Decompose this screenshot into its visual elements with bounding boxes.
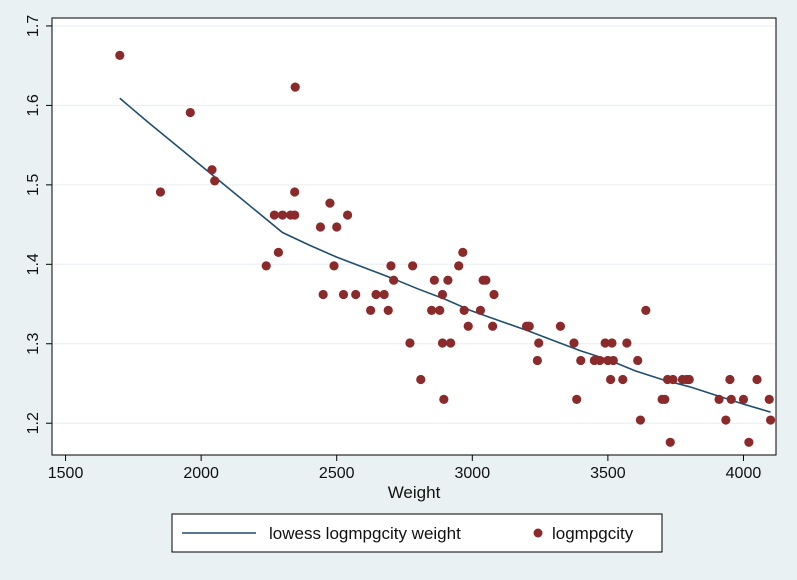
lowess-line	[119, 97, 771, 413]
data-point	[446, 338, 456, 348]
x-tick-label: 2000	[183, 465, 219, 482]
data-point	[329, 261, 339, 271]
data-point	[210, 176, 220, 186]
legend-point-label: logmpgcity	[552, 524, 634, 543]
data-point	[429, 275, 439, 285]
data-point	[325, 198, 335, 208]
y-tick-label: 1.5	[25, 174, 42, 196]
data-point	[405, 338, 415, 348]
data-point	[738, 394, 749, 404]
axes: 1.2 1.3 1.4 1.5 1.6 1.7 1500 2000 2500 3000 3500 40…	[25, 15, 761, 482]
y-tick-label: 1.4	[25, 253, 42, 275]
data-point	[408, 261, 418, 271]
data-point	[379, 289, 389, 300]
y-tick-label: 1.6	[25, 94, 42, 116]
data-point	[665, 437, 675, 447]
data-point	[386, 261, 396, 271]
data-point	[315, 222, 326, 232]
data-point	[765, 415, 776, 425]
data-point	[569, 338, 579, 348]
data-point	[532, 355, 542, 366]
data-point	[273, 247, 284, 257]
data-point	[600, 338, 610, 348]
data-point	[383, 305, 393, 315]
data-point	[489, 289, 499, 300]
y-tick-label: 1.7	[25, 15, 42, 37]
data-point	[443, 275, 453, 285]
data-point	[534, 338, 544, 348]
data-point	[207, 165, 217, 175]
data-point	[437, 338, 448, 348]
data-point	[371, 289, 381, 300]
data-point	[668, 374, 678, 385]
data-point	[764, 394, 774, 404]
data-point	[185, 107, 195, 118]
data-point	[524, 321, 534, 331]
x-tick-label: 3500	[590, 465, 626, 482]
data-point	[618, 374, 628, 385]
data-point	[555, 321, 566, 331]
data-point	[277, 210, 288, 220]
x-axis-title: Weight	[388, 483, 441, 502]
data-point	[605, 374, 616, 385]
data-point	[290, 82, 300, 92]
data-point	[752, 374, 762, 385]
data-point	[115, 50, 125, 60]
x-tick-label: 3000	[455, 465, 491, 482]
data-point	[608, 355, 618, 366]
data-point	[595, 355, 605, 366]
data-point	[454, 261, 464, 271]
data-point	[439, 394, 449, 404]
data-point	[338, 289, 349, 300]
data-point	[488, 321, 498, 331]
data-point	[714, 394, 724, 404]
data-point	[435, 305, 445, 315]
lowess-line-layer	[119, 97, 771, 413]
data-point	[290, 210, 300, 220]
y-tick-label: 1.3	[25, 333, 42, 355]
data-point	[660, 394, 670, 404]
data-point	[635, 415, 646, 425]
data-point	[366, 305, 376, 315]
data-point	[458, 247, 468, 257]
data-point	[607, 338, 617, 348]
data-point	[463, 321, 473, 331]
data-point	[351, 289, 361, 300]
data-point	[726, 394, 736, 404]
legend-point-swatch	[533, 528, 543, 538]
data-point	[427, 305, 437, 315]
y-tick-label: 1.2	[25, 412, 42, 434]
data-point	[622, 338, 632, 348]
data-point	[261, 261, 271, 271]
data-point	[459, 305, 469, 315]
data-point	[572, 394, 582, 404]
data-point	[481, 275, 491, 285]
data-point	[155, 187, 166, 197]
data-point	[475, 305, 486, 315]
x-tick-label: 4000	[726, 465, 762, 482]
data-point	[633, 355, 643, 366]
x-tick-label: 2500	[319, 465, 355, 482]
data-point	[576, 355, 586, 366]
legend-line-label: lowess logmpgcity weight	[269, 524, 461, 543]
data-point	[684, 374, 694, 385]
data-point	[437, 289, 448, 300]
x-tick-label: 1500	[48, 465, 84, 482]
data-point	[744, 437, 754, 447]
scatter-points-layer	[115, 50, 776, 447]
legend: lowess logmpgcity weight logmpgcity	[171, 513, 663, 553]
data-point	[725, 374, 735, 385]
data-point	[290, 187, 300, 197]
data-point	[342, 210, 353, 220]
data-point	[318, 289, 328, 300]
data-point	[416, 374, 426, 385]
plot-area	[51, 17, 777, 456]
data-point	[269, 210, 279, 220]
data-point	[721, 415, 731, 425]
data-point	[389, 275, 399, 285]
data-point	[332, 222, 342, 232]
data-point	[641, 305, 651, 315]
